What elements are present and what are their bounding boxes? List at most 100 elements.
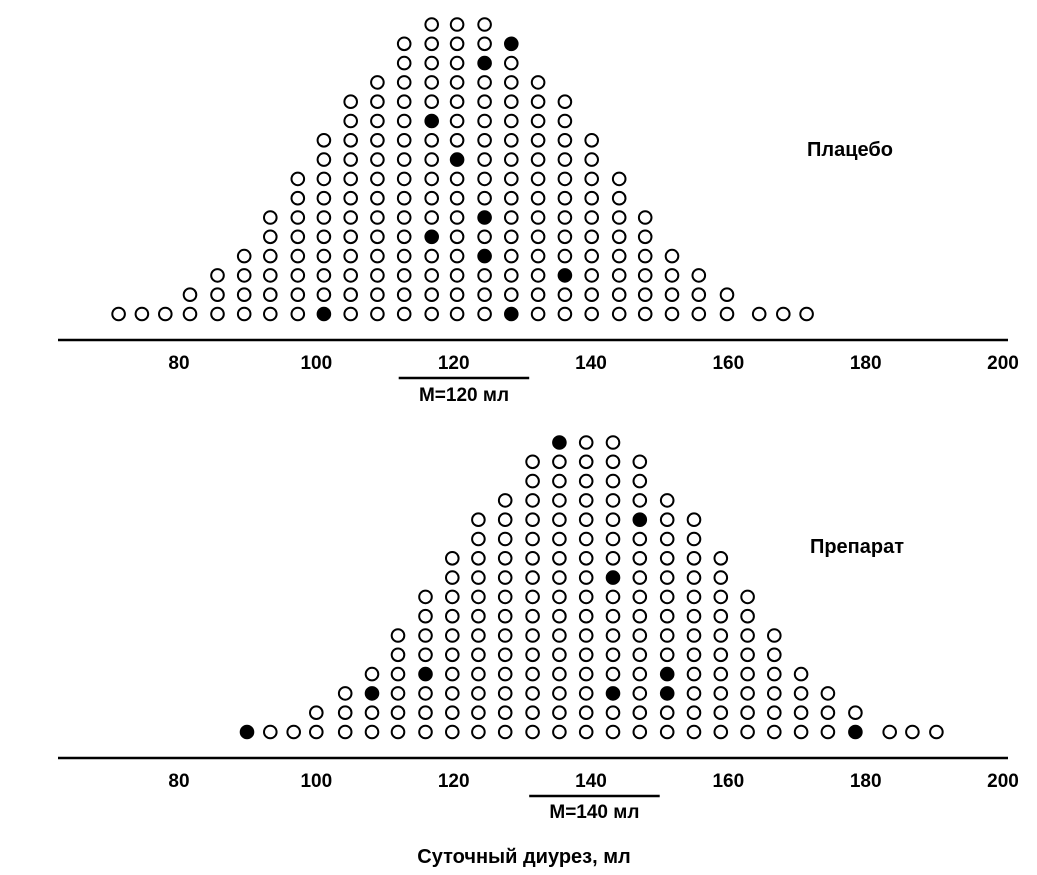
drug-dot	[659, 570, 675, 585]
placebo-dot	[719, 306, 735, 322]
drug-dot	[713, 628, 729, 643]
drug-dot	[471, 628, 486, 643]
placebo-dot	[557, 94, 573, 109]
drug-dot	[632, 454, 648, 470]
placebo-dot	[557, 113, 573, 129]
drug-dot	[525, 589, 540, 605]
drug-dot	[263, 724, 278, 740]
x-axis-label: Суточный диурез, мл	[417, 846, 630, 868]
drug-dot	[686, 608, 702, 624]
drug-dot	[659, 531, 675, 547]
placebo-dot-filled	[557, 268, 573, 283]
drug-dot	[882, 724, 898, 740]
drug-dot	[525, 705, 540, 721]
placebo-dot	[477, 94, 492, 109]
placebo-dot-filled	[477, 55, 492, 71]
placebo-dot	[611, 210, 627, 225]
placebo-dot	[396, 133, 412, 148]
placebo-dot	[530, 287, 546, 303]
drug-dot	[525, 551, 540, 566]
placebo-dot	[557, 210, 573, 225]
drug-mean-label: M=140 мл	[549, 802, 639, 823]
placebo-dot	[158, 306, 173, 322]
drug-dot	[497, 666, 513, 682]
drug-dot	[686, 628, 702, 643]
drug-dot	[445, 570, 460, 585]
placebo-dot	[370, 287, 385, 303]
drug-dot	[445, 628, 460, 643]
drug-dot	[686, 551, 702, 566]
drug-dot	[713, 686, 729, 701]
placebo-dot	[557, 152, 573, 167]
drug-dot	[713, 589, 729, 605]
placebo-dot	[424, 248, 440, 264]
drug-dot	[552, 512, 567, 528]
placebo-dot	[530, 94, 546, 109]
placebo-dot	[477, 75, 492, 90]
placebo-dot	[504, 113, 519, 129]
drug-dot	[740, 686, 755, 701]
placebo-dot	[557, 306, 573, 322]
placebo-dot	[611, 171, 627, 187]
drug-dot	[471, 666, 486, 682]
placebo-dot	[530, 268, 546, 283]
drug-x-tick-label: 180	[850, 771, 882, 792]
drug-dot	[632, 705, 648, 721]
drug-dot	[605, 628, 621, 643]
placebo-dot	[424, 210, 440, 225]
placebo-dot	[504, 190, 519, 206]
placebo-dot	[584, 190, 600, 206]
drug-dot	[578, 493, 594, 508]
drug-dot	[418, 705, 433, 721]
placebo-dot	[316, 210, 332, 225]
placebo-dot	[611, 190, 627, 206]
drug-dot	[793, 666, 809, 682]
placebo-dot	[396, 36, 412, 52]
drug-dot	[605, 647, 621, 663]
drug-dot	[497, 551, 513, 566]
placebo-dot	[637, 306, 653, 322]
drug-dot	[740, 705, 755, 721]
placebo-dot	[343, 287, 359, 303]
drug-dot	[497, 512, 513, 528]
placebo-dot	[664, 268, 680, 283]
placebo-dot	[557, 171, 573, 187]
placebo-dot	[370, 133, 385, 148]
placebo-dot-filled	[424, 229, 440, 245]
drug-dot	[578, 473, 594, 489]
drug-dot	[713, 666, 729, 682]
drug-dot	[445, 608, 460, 624]
placebo-dot	[530, 210, 546, 225]
placebo-dot	[236, 287, 252, 303]
placebo-dot	[396, 75, 412, 90]
drug-x-tick-label: 80	[168, 771, 189, 792]
placebo-dot	[396, 113, 412, 129]
placebo-dot	[449, 55, 465, 71]
drug-dot	[497, 493, 513, 508]
placebo-dot	[611, 287, 627, 303]
placebo-dot	[370, 113, 385, 129]
placebo-dot	[370, 248, 385, 264]
placebo-dot	[557, 133, 573, 148]
placebo-dot	[530, 248, 546, 264]
drug-dot	[578, 531, 594, 547]
drug-dot	[525, 493, 540, 508]
drug-dot	[659, 589, 675, 605]
drug-dot	[418, 628, 433, 643]
drug-dot-filled	[632, 512, 648, 528]
placebo-dot-filled	[316, 306, 332, 322]
drug-dot	[767, 686, 782, 701]
placebo-dot	[134, 306, 150, 322]
placebo-dot	[343, 229, 359, 245]
placebo-dot	[776, 306, 791, 322]
drug-dot	[659, 551, 675, 566]
drug-dot	[418, 686, 433, 701]
drug-dot	[525, 628, 540, 643]
placebo-dot	[263, 210, 278, 225]
placebo-dot	[611, 248, 627, 264]
drug-dot	[686, 724, 702, 740]
placebo-x-tick-label: 120	[438, 353, 470, 374]
drug-dot	[445, 551, 460, 566]
placebo-dot	[343, 171, 359, 187]
drug-dot	[471, 512, 486, 528]
